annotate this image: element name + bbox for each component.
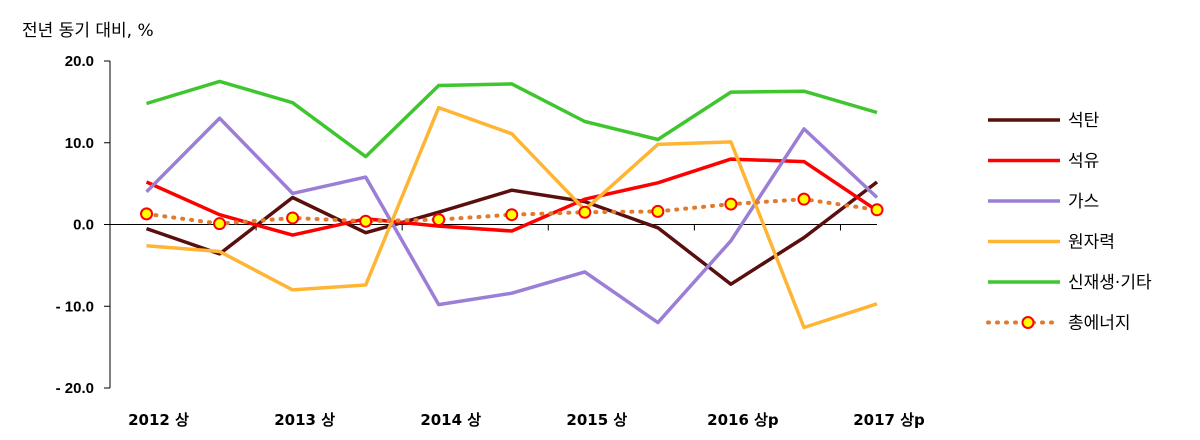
y-tick-label: 0.0 bbox=[73, 217, 94, 234]
y-tick-label: - 10.0 bbox=[56, 298, 94, 315]
data-point-marker bbox=[578, 205, 592, 219]
data-point-marker bbox=[359, 214, 373, 228]
data-point-marker bbox=[724, 197, 738, 211]
data-point-marker bbox=[140, 207, 154, 221]
x-tick-label: 2015 상 bbox=[566, 411, 627, 429]
x-tick-label: 2016 상p bbox=[707, 411, 779, 429]
series-line bbox=[145, 79, 878, 159]
legend-marker bbox=[1021, 316, 1035, 329]
data-point-marker bbox=[797, 192, 811, 206]
legend-label: 총에너지 bbox=[1068, 314, 1131, 334]
series-line bbox=[145, 180, 879, 286]
legend-label: 석유 bbox=[1068, 152, 1099, 172]
data-point-marker bbox=[870, 203, 884, 217]
x-tick-label: 2017 상p bbox=[853, 411, 925, 429]
legend-label: 신재생·기타 bbox=[1068, 273, 1152, 293]
series-line bbox=[146, 105, 878, 330]
series-line bbox=[144, 197, 879, 226]
y-axis-title: 전년 동기 대비, % bbox=[22, 21, 154, 41]
data-point-marker bbox=[505, 208, 519, 222]
data-point-marker bbox=[286, 211, 300, 225]
data-point-marker bbox=[213, 217, 227, 231]
x-tick-label: 2013 상 bbox=[274, 411, 335, 429]
legend-label: 원자력 bbox=[1068, 233, 1115, 253]
y-tick-label: 20.0 bbox=[65, 53, 94, 70]
data-point-marker bbox=[432, 213, 446, 227]
legend-label: 가스 bbox=[1068, 192, 1099, 212]
series-line bbox=[145, 157, 878, 237]
y-tick-label: - 20.0 bbox=[56, 380, 94, 397]
legend-label: 석탄 bbox=[1068, 111, 1100, 131]
x-tick-label: 2012 상 bbox=[128, 411, 189, 429]
y-tick-label: 10.0 bbox=[65, 135, 94, 152]
data-point-marker bbox=[651, 204, 665, 218]
x-tick-label: 2014 상 bbox=[420, 411, 481, 429]
